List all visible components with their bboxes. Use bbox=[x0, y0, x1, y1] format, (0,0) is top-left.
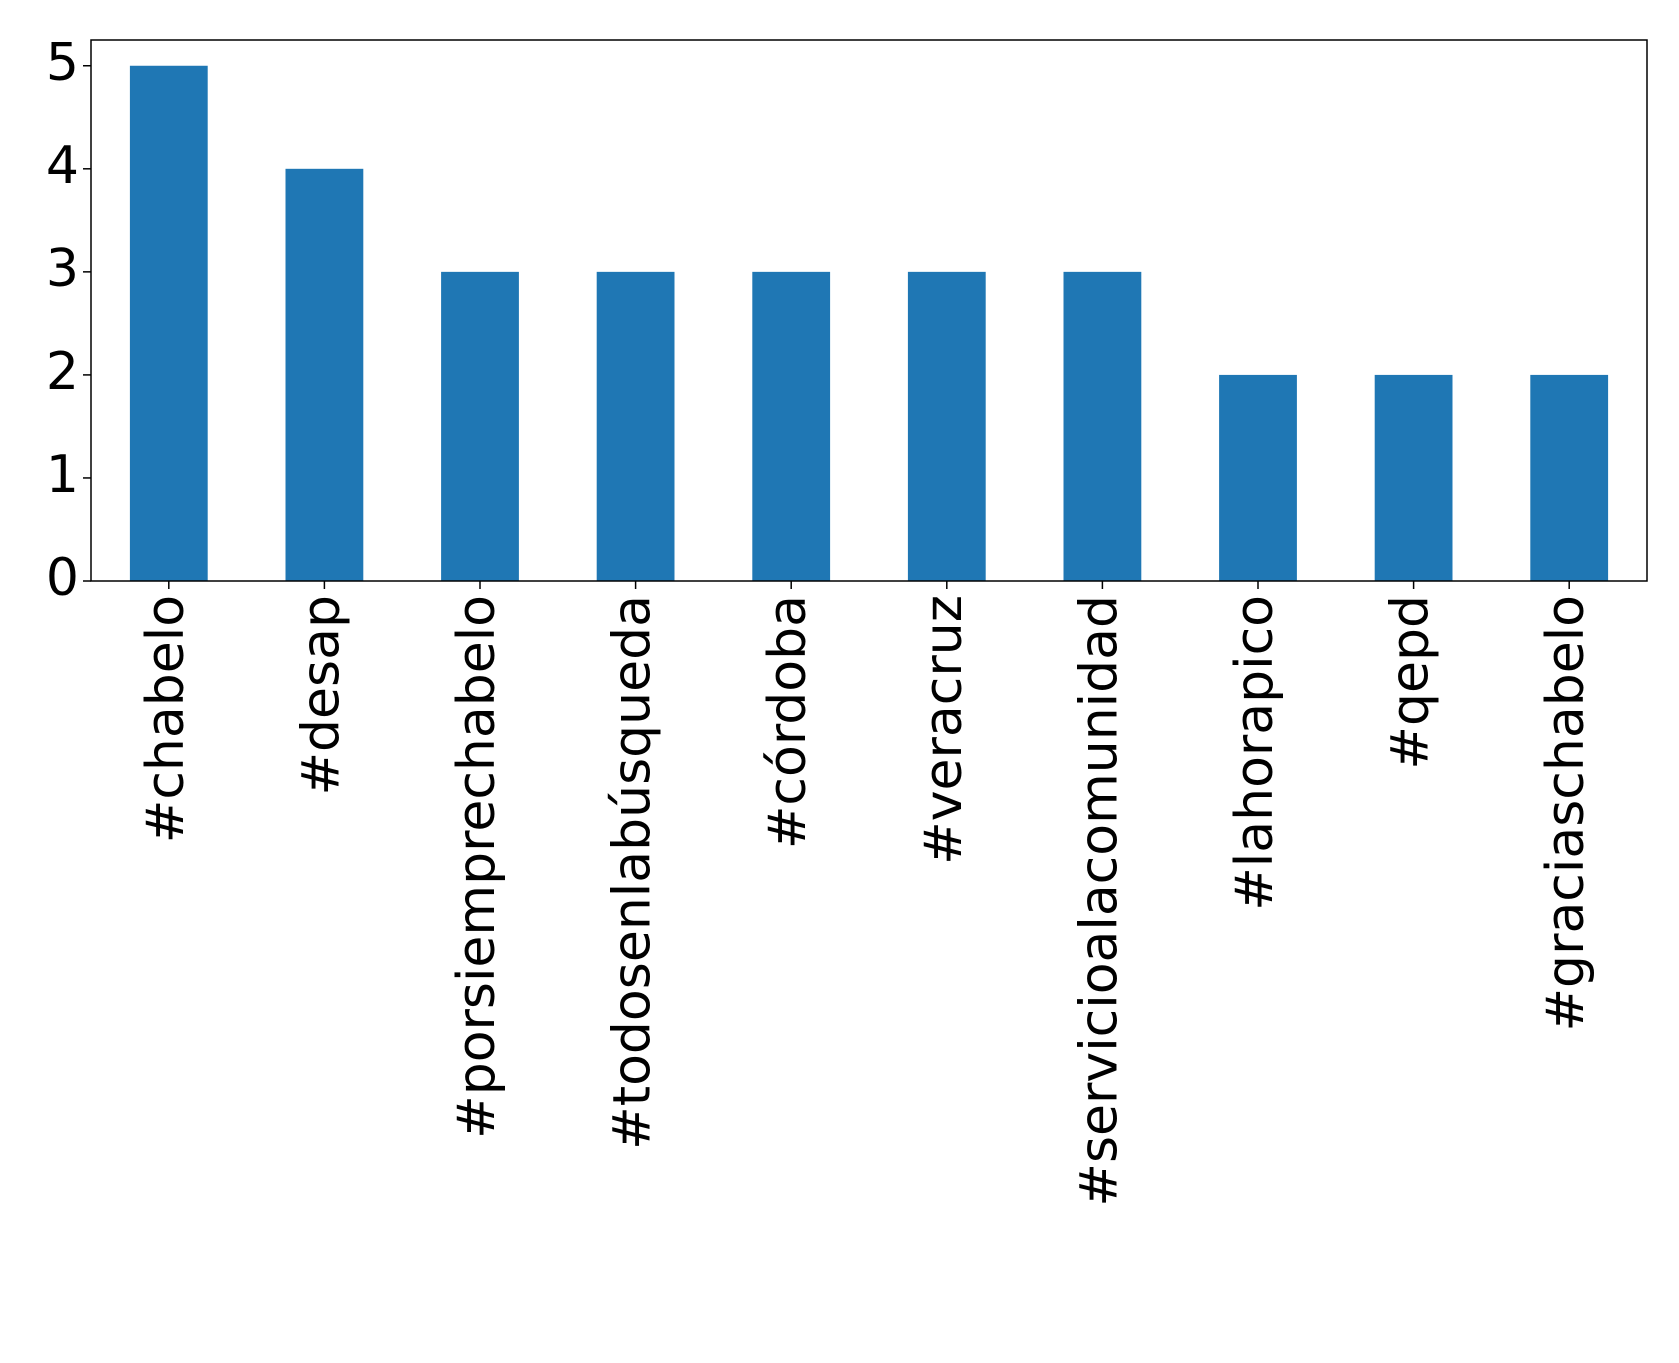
bar bbox=[1530, 374, 1609, 581]
bar bbox=[907, 271, 986, 581]
bar bbox=[285, 168, 364, 582]
y-tick-label: 2 bbox=[46, 342, 79, 402]
y-tick-label: 0 bbox=[46, 548, 79, 608]
y-tick-label: 5 bbox=[46, 33, 79, 93]
x-tick-label: #córdoba bbox=[758, 595, 818, 849]
x-tick-label: #porsiemprechabelo bbox=[447, 595, 507, 1139]
bar bbox=[596, 271, 675, 581]
y-tick-label: 1 bbox=[46, 445, 79, 505]
x-tick-label: #servicioalacomunidad bbox=[1069, 595, 1129, 1207]
x-tick-label: #desap bbox=[291, 595, 351, 796]
bar bbox=[1063, 271, 1142, 581]
x-tick-label: #veracruz bbox=[914, 595, 974, 865]
x-tick-label: #chabelo bbox=[136, 595, 196, 843]
x-tick-label: #qepd bbox=[1381, 595, 1441, 770]
x-tick-label: #graciaschabelo bbox=[1536, 595, 1596, 1032]
x-tick-label: #todosenlabúsqueda bbox=[603, 595, 663, 1150]
bar bbox=[752, 271, 831, 581]
bar bbox=[1374, 374, 1453, 581]
bar bbox=[1219, 374, 1297, 581]
plot-frame bbox=[90, 39, 1648, 582]
y-tick-label: 3 bbox=[46, 239, 79, 299]
x-tick-label: #lahorapico bbox=[1225, 595, 1285, 911]
bar bbox=[441, 271, 519, 581]
bar bbox=[129, 65, 208, 581]
y-tick-label: 4 bbox=[46, 136, 79, 196]
